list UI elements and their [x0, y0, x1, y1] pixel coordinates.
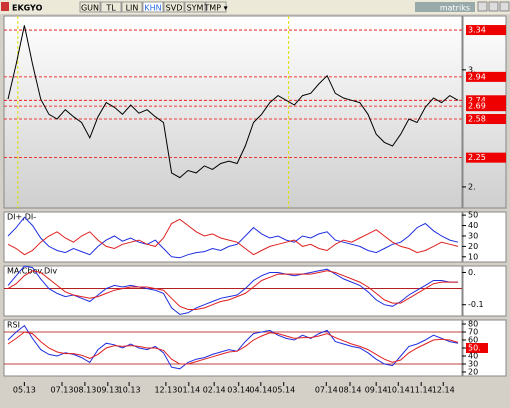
toolbar-button[interactable]: [184, 1, 206, 13]
panel: [3, 211, 463, 263]
panel: [3, 15, 463, 209]
y-tick-label: 30: [468, 360, 478, 369]
toolbar-button-label: KHN: [144, 4, 161, 13]
toolbar-button-label: GUN: [81, 4, 99, 13]
maximize[interactable]: [488, 1, 499, 12]
y-tick-label: 40: [468, 352, 478, 361]
level-box: [466, 25, 506, 36]
y-tick-label: 2.: [468, 182, 476, 191]
series-line: [7, 216, 459, 259]
series-line: [7, 218, 459, 256]
level-label: 2.74: [468, 96, 486, 105]
x-tick-label: 12.14: [432, 386, 455, 395]
x-tick-label: 12.13: [154, 386, 177, 395]
y-tick-label: 40: [468, 221, 478, 230]
x-tick-label: 05.13: [13, 386, 36, 395]
x-tick-label: 01.14: [177, 386, 200, 395]
y-tick-label: 3.: [468, 65, 476, 74]
logo: matriks: [440, 4, 470, 13]
level-label: 3.34: [468, 26, 486, 35]
y-tick-label: 80: [468, 320, 478, 329]
toolbar-button[interactable]: [100, 1, 122, 13]
x-tick-label: 07.13: [51, 386, 74, 395]
x-tick-label: 08.14: [339, 386, 362, 395]
level-box: [466, 95, 506, 106]
level-label: 2.58: [468, 115, 486, 124]
x-tick-label: 09.14: [365, 386, 388, 395]
toolbar-button-label: TMP ▾: [203, 4, 227, 13]
level-label: 2.25: [468, 153, 486, 162]
x-tick-label: 10.13: [118, 386, 141, 395]
toolbar-button[interactable]: [79, 1, 101, 13]
axis-panel: [462, 265, 507, 317]
x-tick-label: 03.14: [227, 386, 250, 395]
series-line: [7, 265, 458, 315]
toolbar-button-label: SYM: [187, 4, 204, 13]
y-tick-label: 50.: [468, 344, 481, 353]
x-tick-label: 11.14: [410, 386, 433, 395]
x-tick-label: 04.14: [249, 386, 272, 395]
y-tick-label: 20: [468, 368, 478, 377]
level-box: [466, 152, 506, 163]
toolbar-button-label: TL: [105, 4, 116, 13]
series-line: [7, 324, 459, 370]
toolbar-button[interactable]: [121, 1, 143, 13]
x-tick-label: 08.13: [73, 386, 96, 395]
level-label: 2.69: [468, 102, 486, 111]
panel: [3, 319, 463, 377]
series-line: [7, 25, 459, 179]
panel-title: DI+,DI-: [7, 213, 36, 222]
y-tick-label: 30: [468, 231, 478, 240]
level-label: 2.94: [468, 72, 486, 81]
logo-box: [415, 2, 475, 12]
level-box: [466, 71, 506, 82]
toolbar-button-label: LIN: [126, 4, 139, 13]
y-tick-label: 20: [468, 242, 478, 251]
symbol: EKGYO: [12, 4, 43, 13]
y-tick-label: 60: [468, 336, 478, 345]
icon: [1, 2, 9, 11]
y-tick-label: 0.: [468, 268, 476, 277]
toolbar-button-label: SVD: [166, 4, 183, 13]
x-tick-label: 02.14: [203, 386, 226, 395]
series-line: [7, 331, 459, 365]
panel-title: RSI: [7, 321, 20, 330]
x-tick-label: 05.14: [272, 386, 295, 395]
axis-panel: [462, 211, 507, 263]
x-tick-label: 07.14: [315, 386, 338, 395]
minimize[interactable]: [477, 1, 488, 12]
y-tick-label: 50: [468, 211, 478, 220]
x-tick-label: 09.13: [96, 386, 119, 395]
y-tick-label: 70: [468, 328, 478, 337]
toolbar-button[interactable]: [142, 1, 164, 13]
toolbar-button[interactable]: [163, 1, 185, 13]
panel: [3, 265, 463, 317]
close[interactable]: [499, 1, 510, 12]
toolbar-button[interactable]: [205, 1, 227, 13]
level-box: [466, 114, 506, 125]
y-tick-label: 10: [468, 252, 478, 261]
x-tick-label: 10.14: [387, 386, 410, 395]
series-line: [7, 270, 458, 310]
axis-panel: [462, 15, 507, 209]
tick-highlight: [466, 343, 488, 353]
y-tick-label: -0.1: [468, 300, 484, 309]
level-box: [466, 101, 506, 112]
